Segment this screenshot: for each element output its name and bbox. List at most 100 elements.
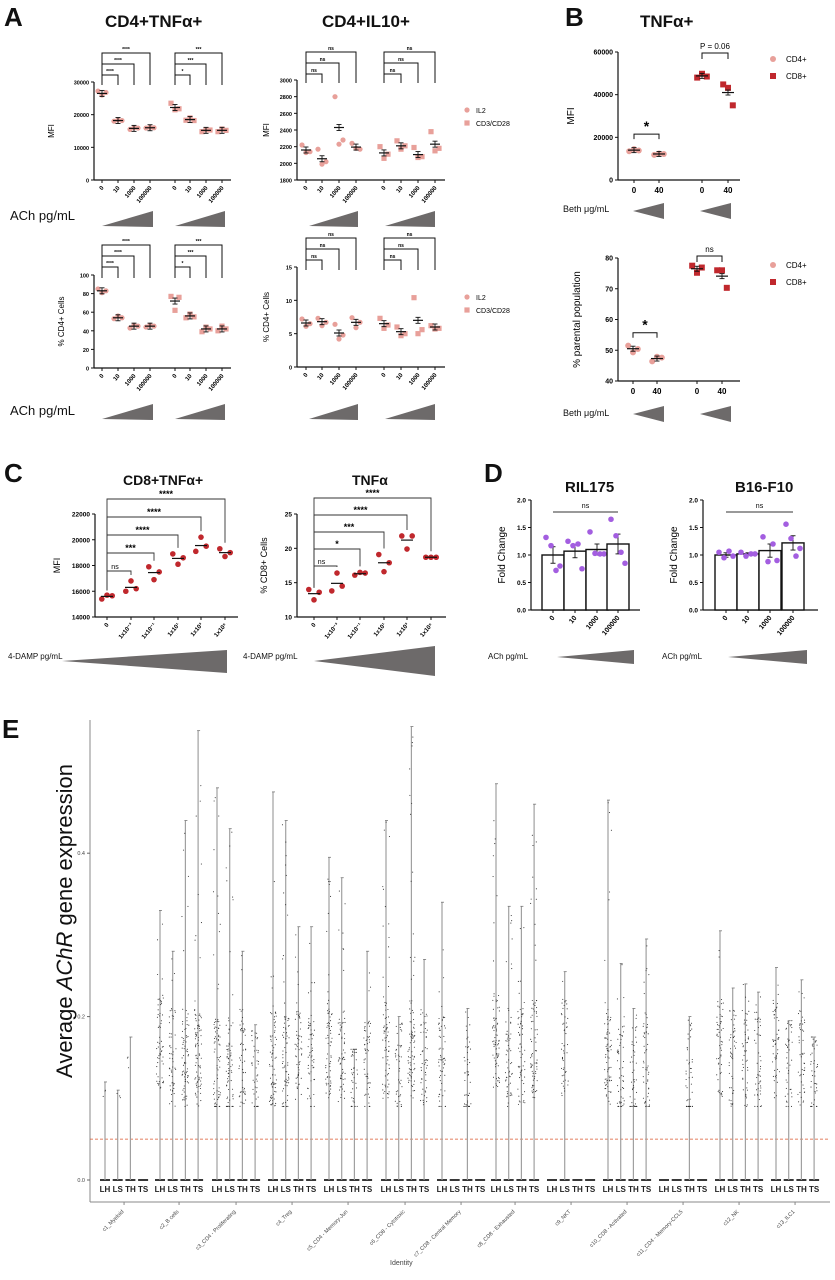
svg-text:***: *** (196, 239, 202, 245)
svg-text:0: 0 (86, 367, 89, 373)
svg-text:15: 15 (286, 266, 292, 272)
panel-letter-a: A (4, 2, 23, 32)
svg-text:P = 0.06: P = 0.06 (700, 42, 730, 51)
svg-text:CD3/CD28: CD3/CD28 (476, 121, 510, 128)
svg-text:100000: 100000 (208, 185, 226, 205)
dose-wedge-icon (385, 404, 435, 420)
svg-text:LH: LH (268, 1185, 279, 1194)
title-cd4-tnfa: CD4+TNFα+ (105, 12, 203, 31)
svg-text:CD4+: CD4+ (786, 261, 807, 270)
chart-B1: 0 20000 40000 60000 MFI 0 40 0 40 * P = 0.06 CD4+ CD… (566, 42, 807, 195)
svg-text:60000: 60000 (594, 50, 614, 57)
svg-text:ns: ns (311, 254, 317, 260)
svg-text:MFI: MFI (566, 107, 577, 124)
svg-text:0: 0 (86, 179, 89, 185)
svg-text:LS: LS (784, 1185, 795, 1194)
svg-text:*: * (644, 118, 650, 134)
svg-text:LH: LH (212, 1185, 223, 1194)
svg-text:100000: 100000 (776, 615, 796, 637)
svg-text:LS: LS (168, 1185, 179, 1194)
svg-text:ns: ns (407, 46, 413, 52)
svg-text:100000: 100000 (601, 615, 621, 637)
svg-text:LS: LS (672, 1185, 683, 1194)
svg-text:***: *** (125, 543, 136, 553)
svg-text:2400: 2400 (280, 129, 292, 135)
svg-text:1x10¹: 1x10¹ (166, 622, 181, 638)
title-tnfa-c: TNFα (352, 472, 388, 488)
svg-text:TH: TH (349, 1185, 360, 1194)
svg-text:1000: 1000 (408, 372, 422, 387)
svg-text:0: 0 (99, 373, 106, 380)
svg-text:ns: ns (705, 245, 713, 254)
svg-text:100000: 100000 (342, 372, 360, 392)
svg-text:0: 0 (695, 387, 700, 396)
svg-text:****: **** (147, 507, 162, 517)
svg-text:0.0: 0.0 (77, 1178, 85, 1184)
svg-text:2200: 2200 (280, 145, 292, 151)
svg-text:****: **** (365, 488, 380, 498)
dose-wedge-icon (309, 211, 358, 227)
svg-text:c1_Myeloid: c1_Myeloid (102, 1209, 126, 1233)
svg-text:10: 10 (317, 372, 326, 381)
svg-text:0: 0 (609, 178, 613, 185)
svg-text:1000: 1000 (408, 185, 422, 200)
svg-text:TH: TH (293, 1185, 304, 1194)
svg-text:100000: 100000 (208, 373, 226, 393)
dose-wedges-b (633, 203, 731, 422)
svg-text:ns: ns (390, 68, 396, 74)
svg-text:1800: 1800 (280, 179, 292, 185)
svg-text:CD3/CD28: CD3/CD28 (476, 308, 510, 315)
svg-text:1000: 1000 (329, 185, 343, 200)
beth-label-bottom: Beth μg/mL (563, 408, 610, 418)
svg-text:10: 10 (185, 373, 194, 382)
svg-text:TS: TS (809, 1185, 820, 1194)
panel-e-xlabel: Identity (390, 1260, 413, 1267)
svg-text:30000: 30000 (74, 81, 89, 87)
svg-text:CD4+: CD4+ (786, 55, 807, 64)
svg-text:0: 0 (632, 186, 637, 195)
svg-text:1x10⁻¹: 1x10⁻¹ (346, 622, 363, 641)
panel-letter-b: B (565, 2, 584, 32)
svg-text:10: 10 (113, 185, 122, 194)
svg-text:TH: TH (125, 1185, 136, 1194)
svg-text:TH: TH (180, 1185, 191, 1194)
dose-wedges-c (62, 646, 435, 676)
svg-text:0.4: 0.4 (77, 851, 85, 857)
svg-text:40: 40 (655, 186, 664, 195)
svg-text:LS: LS (504, 1185, 515, 1194)
svg-text:TH: TH (628, 1185, 639, 1194)
svg-text:20000: 20000 (74, 113, 89, 119)
svg-text:0: 0 (700, 186, 705, 195)
svg-text:LS: LS (225, 1185, 236, 1194)
cluster-9: LH LS TH TS c9_NKT (547, 971, 596, 1227)
svg-text:10: 10 (396, 372, 405, 381)
svg-text:TH: TH (406, 1185, 417, 1194)
ach-label-d2: ACh pg/mL (662, 652, 703, 661)
svg-text:LS: LS (113, 1185, 124, 1194)
svg-text:****: **** (114, 58, 122, 64)
svg-text:10: 10 (568, 615, 578, 626)
svg-text:***: *** (196, 47, 202, 53)
svg-text:LS: LS (337, 1185, 348, 1194)
svg-text:TS: TS (585, 1185, 596, 1194)
dose-wedge-icon (102, 404, 153, 420)
svg-text:ns: ns (318, 559, 326, 566)
svg-text:c10_CD8 - Activated: c10_CD8 - Activated (589, 1209, 629, 1249)
svg-text:ns: ns (320, 57, 326, 63)
svg-text:% parental population: % parental population (572, 271, 583, 368)
svg-text:40: 40 (605, 379, 613, 386)
svg-text:40: 40 (83, 329, 89, 335)
svg-text:LS: LS (560, 1185, 571, 1194)
svg-text:50: 50 (605, 348, 613, 355)
svg-text:TS: TS (306, 1185, 317, 1194)
svg-text:1000: 1000 (124, 185, 138, 200)
panel-letter-c: C (4, 458, 23, 488)
svg-text:Fold Change: Fold Change (497, 526, 508, 584)
svg-text:40000: 40000 (594, 92, 614, 99)
dose-wedge-icon (175, 211, 225, 227)
